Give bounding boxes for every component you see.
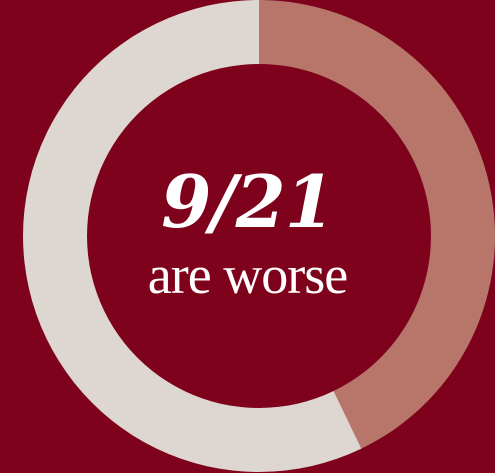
donut-slice-rest-1 xyxy=(23,0,362,472)
donut-slice-worse xyxy=(259,0,495,449)
